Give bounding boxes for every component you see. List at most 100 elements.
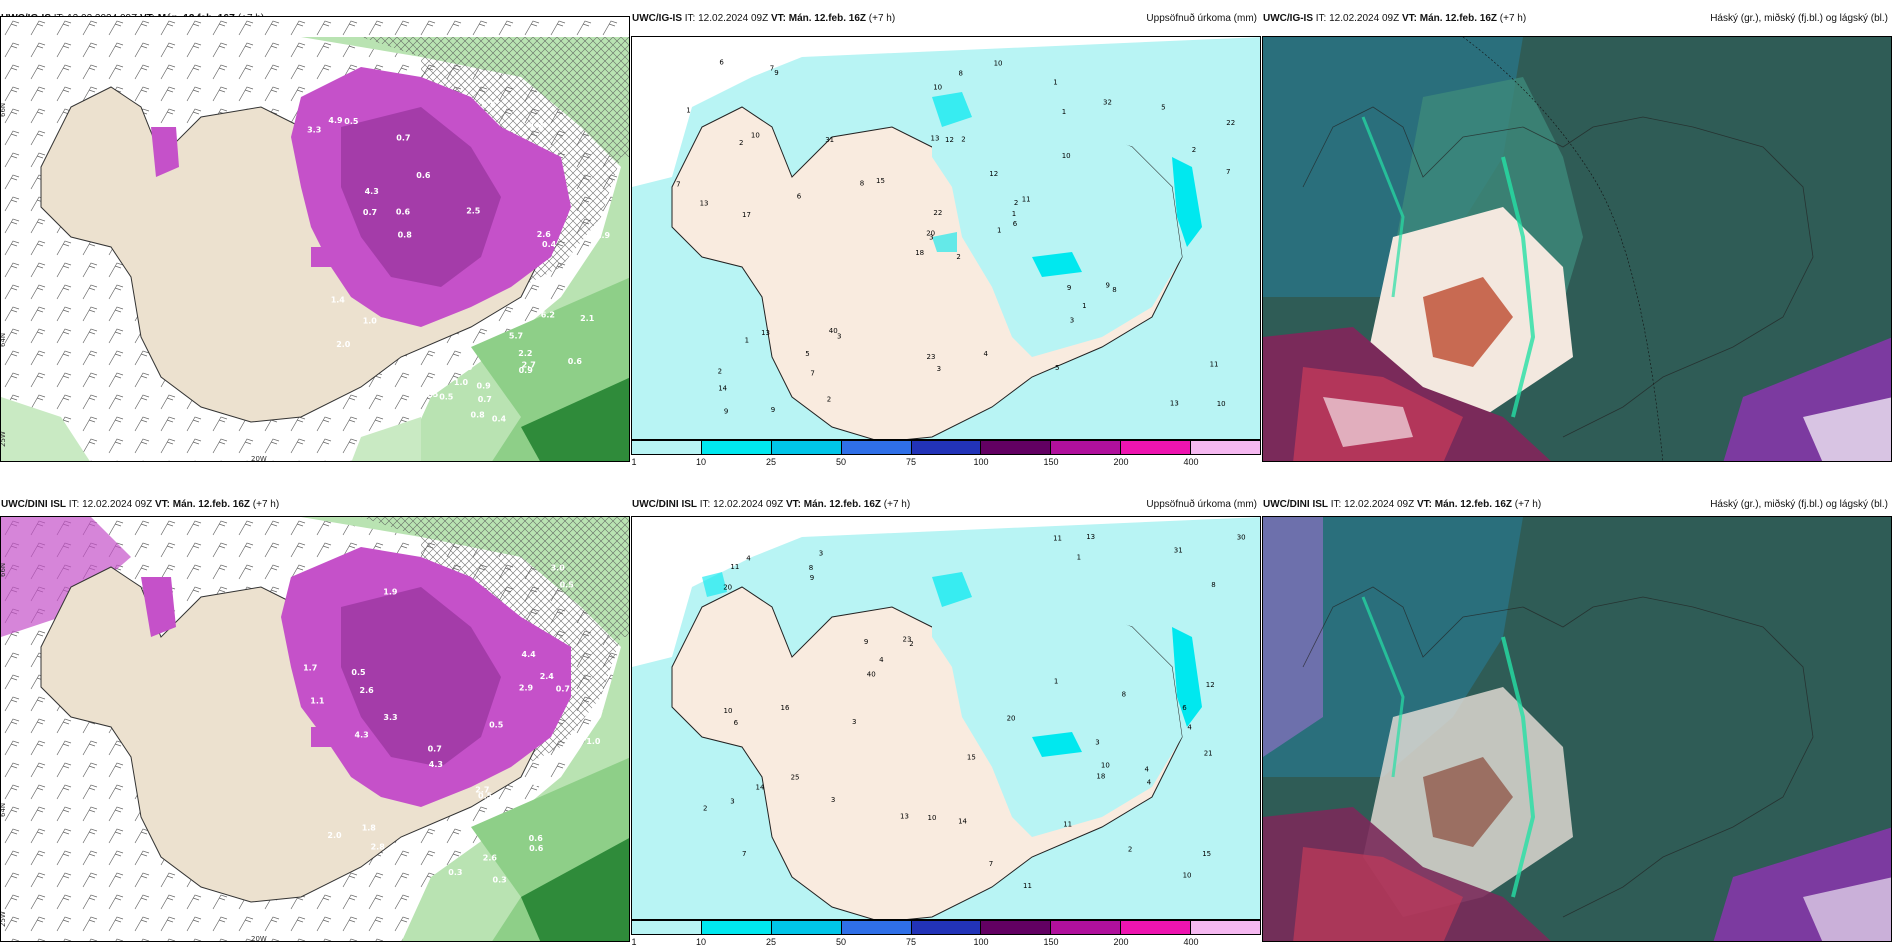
value-label: 0.6 xyxy=(396,207,411,216)
svg-text:64N: 64N xyxy=(1,333,7,347)
value-label: 0.6 xyxy=(529,844,544,853)
value-label: 12 xyxy=(945,136,954,144)
panel-snow-top: UWC/IG-IS IT: 12.02.2024 09Z VT: Mán. 12… xyxy=(0,13,630,462)
value-label: 2 xyxy=(827,395,831,403)
valid-time: Mán. 12.feb. 16Z xyxy=(172,499,250,510)
value-label: 23 xyxy=(927,353,936,361)
colorbar-segment xyxy=(911,921,982,934)
svg-text:25W: 25W xyxy=(1,911,7,927)
svg-text:64N: 64N xyxy=(1,803,7,817)
value-label: 1.0 xyxy=(363,317,378,326)
value-label: 3 xyxy=(929,233,933,241)
value-label: 25 xyxy=(791,774,800,782)
lead-time: (+7 h) xyxy=(883,499,911,510)
panel-cloud-top: UWC/IG-IS IT: 12.02.2024 09Z VT: Mán. 12… xyxy=(1262,13,1892,462)
value-label: 10 xyxy=(751,132,760,140)
value-label: 9 xyxy=(864,638,868,646)
value-label: 6 xyxy=(719,59,724,67)
value-label: 1.5 xyxy=(458,363,473,372)
colorbar-tick: 25 xyxy=(765,457,777,467)
value-label: 11 xyxy=(1063,821,1072,829)
value-label: 6.2 xyxy=(541,311,555,320)
value-label: 21 xyxy=(1204,749,1213,757)
value-label: 20 xyxy=(1007,715,1016,723)
value-label: 0.7 xyxy=(478,395,492,404)
value-label: 0.7 xyxy=(428,745,442,754)
value-label: 3 xyxy=(937,365,941,373)
value-label: 8 xyxy=(1211,581,1215,589)
value-label: 31 xyxy=(1174,547,1183,555)
colorbar-tick: 150 xyxy=(1043,457,1059,467)
snow-map-svg: 66N 64N 25W 20W 0.5 1.5 2.5 3.3 1.9 2.0 1.0 1.4… xyxy=(1,17,629,462)
init-time: 12.02.2024 09Z xyxy=(698,13,769,24)
value-label: 10 xyxy=(928,814,937,822)
value-label: 1 xyxy=(1053,79,1057,87)
value-label: 2 xyxy=(909,640,913,648)
value-label: 6 xyxy=(797,193,802,201)
svg-text:25W: 25W xyxy=(1,431,7,447)
model-name: UWC/DINI ISL xyxy=(1,499,66,510)
vt-label: VT: xyxy=(785,499,801,510)
value-label: 1 xyxy=(997,226,1001,234)
colorbar-segment xyxy=(981,441,1052,454)
field-title: Uppsöfnuð úrkoma (mm) xyxy=(1146,13,1257,24)
value-label: 20 xyxy=(723,584,732,592)
lead-time: (+7 h) xyxy=(252,499,280,510)
value-label: 4 xyxy=(1147,779,1152,787)
snow-map-svg: 66N 64N 25W 20W 0.3 1.9 1.8 0.5 2.4 2.6 1.0 3.3… xyxy=(1,517,629,941)
colorbar xyxy=(631,440,1261,455)
value-label: 0.8 xyxy=(471,411,486,420)
valid-time: Mán. 12.feb. 16Z xyxy=(803,499,881,510)
value-label: 9 xyxy=(810,574,814,582)
colorbar-segment xyxy=(911,441,982,454)
value-label: 3.3 xyxy=(307,126,321,135)
value-label: 9 xyxy=(774,69,778,77)
panel-header: UWC/DINI ISL IT: 12.02.2024 09Z VT: Mán.… xyxy=(1,499,628,513)
value-label: 5.7 xyxy=(509,331,523,340)
value-label: 13 xyxy=(700,199,709,207)
value-label: 0.8 xyxy=(398,231,413,240)
value-label: 4 xyxy=(1187,723,1192,731)
value-label: 14 xyxy=(958,817,967,825)
value-label: 1 xyxy=(1062,108,1066,116)
value-label: 4.4 xyxy=(450,339,465,348)
colorbar-tick: 10 xyxy=(695,937,707,947)
colorbar-segment xyxy=(701,441,772,454)
value-label: 0.5 xyxy=(478,792,493,801)
value-label: 13 xyxy=(1086,533,1095,541)
value-label: 4 xyxy=(879,656,884,664)
colorbar-segment xyxy=(1051,441,1122,454)
value-label: 11 xyxy=(1023,882,1032,890)
value-label: 2.2 xyxy=(518,349,532,358)
colorbar-segment xyxy=(981,921,1052,934)
field-title: Háský (gr.), miðský (fj.bl.) og lágský (… xyxy=(1710,499,1888,510)
value-label: 8 xyxy=(1122,691,1126,699)
vt-label: VT: xyxy=(1416,499,1432,510)
value-label: 2 xyxy=(1128,846,1132,854)
value-label: 4.4 xyxy=(522,650,537,659)
panel-header: UWC/IG-IS IT: 12.02.2024 09Z VT: Mán. 12… xyxy=(1263,13,1890,27)
svg-text:20W: 20W xyxy=(251,455,267,462)
colorbar-segment xyxy=(1191,441,1261,454)
colorbar-tick: 400 xyxy=(1183,457,1199,467)
value-label: 4.3 xyxy=(429,760,443,769)
colorbar-tick: 75 xyxy=(905,457,917,467)
colorbar-tick: 100 xyxy=(973,937,989,947)
value-label: 12 xyxy=(989,170,998,178)
value-label: 1 xyxy=(686,107,690,115)
panel-precip-top: UWC/IG-IS IT: 12.02.2024 09Z VT: Mán. 12… xyxy=(631,13,1261,467)
value-label: 1.0 xyxy=(454,378,469,387)
value-label: 0.5 xyxy=(439,393,454,402)
value-label: 3.0 xyxy=(551,564,566,573)
value-label: 14 xyxy=(718,384,727,392)
value-label: 8 xyxy=(959,70,963,78)
panel-header: UWC/DINI ISL IT: 12.02.2024 09Z VT: Mán.… xyxy=(1263,499,1890,513)
colorbar-tick: 400 xyxy=(1183,937,1199,947)
valid-time: Mán. 12.feb. 16Z xyxy=(1434,499,1512,510)
value-label: 8 xyxy=(860,180,864,188)
value-label: 0.9 xyxy=(519,366,534,375)
colorbar-tick: 25 xyxy=(765,937,777,947)
value-label: 10 xyxy=(1062,152,1071,160)
value-label: 1.8 xyxy=(362,823,377,832)
colorbar xyxy=(631,920,1261,935)
